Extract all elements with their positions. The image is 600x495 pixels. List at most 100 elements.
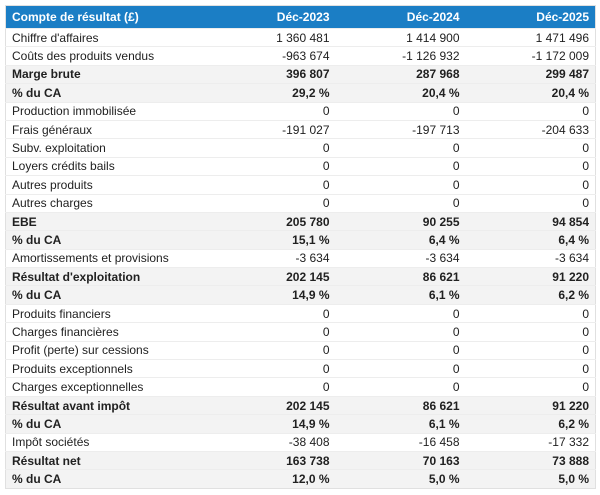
row-value: 299 487 xyxy=(465,64,596,84)
row-value: 163 738 xyxy=(205,450,336,470)
table-row: Frais généraux -191 027 -197 713 -204 633 xyxy=(5,119,596,139)
row-value: 0 xyxy=(205,303,336,323)
row-value: 0 xyxy=(465,359,596,378)
row-value: 0 xyxy=(205,101,336,121)
table-row: % du CA 29,2 % 20,4 % 20,4 % xyxy=(5,83,596,103)
row-value: 0 xyxy=(465,340,596,360)
row-value: 205 780 xyxy=(205,211,336,231)
table-row: Loyers crédits bails 0 0 0 xyxy=(5,156,596,176)
row-value: -17 332 xyxy=(465,432,596,452)
table-row: % du CA 15,1 % 6,4 % 6,4 % xyxy=(5,230,596,250)
row-value: 0 xyxy=(465,377,596,397)
row-value: 6,1 % xyxy=(335,414,466,434)
row-value: -1 126 932 xyxy=(335,46,466,66)
row-label: % du CA xyxy=(5,285,206,305)
table-row: Autres produits 0 0 0 xyxy=(5,175,596,195)
column-header-dec-2025: Déc-2025 xyxy=(465,5,596,29)
row-value: 0 xyxy=(335,138,466,158)
row-value: 1 414 900 xyxy=(335,27,466,47)
row-value: 6,4 % xyxy=(465,230,596,250)
row-value: 0 xyxy=(205,138,336,158)
row-value: 396 807 xyxy=(205,64,336,84)
table-row: Résultat avant impôt 202 145 86 621 91 220 xyxy=(5,395,596,415)
row-value: -38 408 xyxy=(205,432,336,452)
row-value: 0 xyxy=(205,322,336,342)
row-label: Produits exceptionnels xyxy=(5,359,206,378)
row-value: 0 xyxy=(465,193,596,213)
row-label: Chiffre d'affaires xyxy=(5,27,206,47)
row-value: 91 220 xyxy=(465,267,596,286)
row-value: 0 xyxy=(205,377,336,397)
row-value: 0 xyxy=(335,340,466,360)
row-value: 6,4 % xyxy=(335,230,466,250)
column-header-dec-2024: Déc-2024 xyxy=(335,5,466,29)
row-label: Loyers crédits bails xyxy=(5,156,206,176)
row-value: -1 172 009 xyxy=(465,46,596,66)
row-value: 5,0 % xyxy=(335,469,466,489)
row-value: 0 xyxy=(465,175,596,195)
row-value: 0 xyxy=(465,156,596,176)
row-value: 0 xyxy=(205,193,336,213)
row-label: Amortissements et provisions xyxy=(5,248,206,268)
table-title: Compte de résultat (£) xyxy=(5,5,206,29)
row-value: 202 145 xyxy=(205,267,336,286)
row-label: Résultat net xyxy=(5,450,206,470)
row-value: -3 634 xyxy=(205,248,336,268)
table-row: % du CA 14,9 % 6,1 % 6,2 % xyxy=(5,285,596,305)
row-value: -204 633 xyxy=(465,119,596,139)
row-value: -191 027 xyxy=(205,119,336,139)
row-value: 0 xyxy=(335,175,466,195)
row-value: 0 xyxy=(205,156,336,176)
table-row: Marge brute 396 807 287 968 299 487 xyxy=(5,64,596,84)
table-row: Coûts des produits vendus -963 674 -1 126 … xyxy=(5,46,596,66)
table-row: Impôt sociétés -38 408 -16 458 -17 332 xyxy=(5,432,596,452)
row-value: 5,0 % xyxy=(465,469,596,489)
row-value: -16 458 xyxy=(335,432,466,452)
row-value: 0 xyxy=(335,359,466,378)
row-value: -197 713 xyxy=(335,119,466,139)
table-row: Produits exceptionnels 0 0 0 xyxy=(5,359,596,378)
row-value: 1 471 496 xyxy=(465,27,596,47)
header-row: Compte de résultat (£) Déc-2023 Déc-2024… xyxy=(5,5,596,29)
row-label: Résultat d'exploitation xyxy=(5,267,206,286)
row-label: Coûts des produits vendus xyxy=(5,46,206,66)
table-row: Produits financiers 0 0 0 xyxy=(5,303,596,323)
row-value: 70 163 xyxy=(335,450,466,470)
row-value: 91 220 xyxy=(465,395,596,415)
table-row: Chiffre d'affaires 1 360 481 1 414 900 1 47… xyxy=(5,27,596,47)
table-row: Autres charges 0 0 0 xyxy=(5,193,596,213)
row-value: 86 621 xyxy=(335,267,466,286)
row-label: Profit (perte) sur cessions xyxy=(5,340,206,360)
table-row: Amortissements et provisions -3 634 -3 634… xyxy=(5,248,596,268)
table-row: Profit (perte) sur cessions 0 0 0 xyxy=(5,340,596,360)
row-value: 0 xyxy=(465,303,596,323)
table-row: EBE 205 780 90 255 94 854 xyxy=(5,211,596,231)
row-value: 0 xyxy=(205,359,336,378)
row-value: 90 255 xyxy=(335,211,466,231)
row-label: Frais généraux xyxy=(5,119,206,139)
row-value: 20,4 % xyxy=(335,83,466,103)
row-label: % du CA xyxy=(5,230,206,250)
table-header: Compte de résultat (£) Déc-2023 Déc-2024… xyxy=(5,5,596,29)
table-row: Résultat d'exploitation 202 145 86 621 91 2… xyxy=(5,267,596,286)
table-row: % du CA 12,0 % 5,0 % 5,0 % xyxy=(5,469,596,489)
table-body: Chiffre d'affaires 1 360 481 1 414 900 1 47… xyxy=(5,27,596,489)
row-value: 0 xyxy=(205,175,336,195)
row-label: % du CA xyxy=(5,469,206,489)
row-value: 0 xyxy=(335,322,466,342)
row-value: 15,1 % xyxy=(205,230,336,250)
row-label: Production immobilisée xyxy=(5,101,206,121)
row-value: -963 674 xyxy=(205,46,336,66)
row-value: 0 xyxy=(335,377,466,397)
row-value: -3 634 xyxy=(335,248,466,268)
row-value: 0 xyxy=(335,193,466,213)
compte-de-resultat: Compte de résultat (£) Déc-2023 Déc-2024… xyxy=(5,5,596,489)
row-label: % du CA xyxy=(5,414,206,434)
row-label: Subv. exploitation xyxy=(5,138,206,158)
row-label: % du CA xyxy=(5,83,206,103)
row-value: 14,9 % xyxy=(205,285,336,305)
table-row: Charges financières 0 0 0 xyxy=(5,322,596,342)
row-value: 6,1 % xyxy=(335,285,466,305)
row-value: 29,2 % xyxy=(205,83,336,103)
table-row: Charges exceptionnelles 0 0 0 xyxy=(5,377,596,397)
